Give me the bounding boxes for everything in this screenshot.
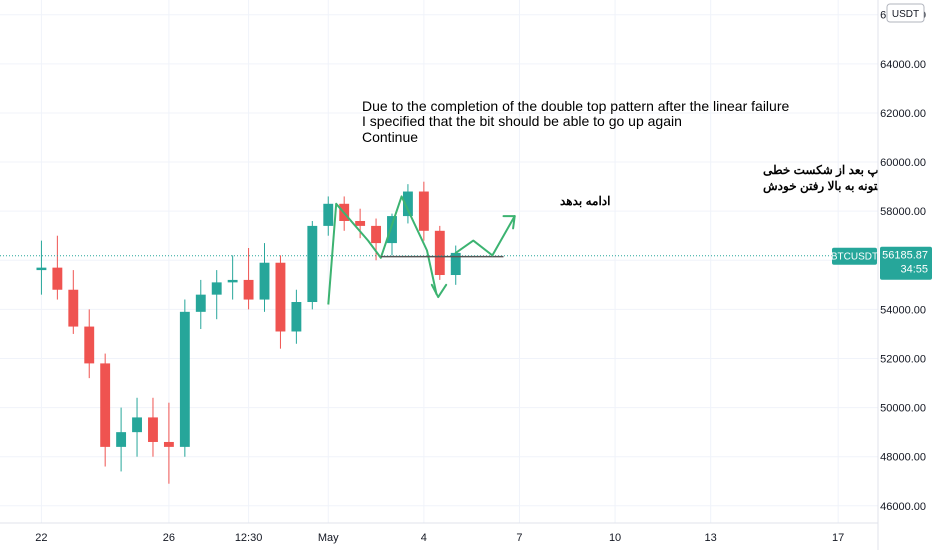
- symbol-tag[interactable]: BTCUSDT: [831, 247, 878, 265]
- candle-body-0: [36, 267, 47, 271]
- candle-body-14: [259, 262, 270, 300]
- annotation-arrow-0: [430, 283, 448, 299]
- annotation-arrow-2: [502, 215, 516, 230]
- candle-body-26: [450, 252, 461, 276]
- x-tick-label-6: 10: [609, 532, 621, 544]
- y-tick-label-1: 64000.00: [880, 59, 926, 71]
- symbol-label: BTCUSDT: [831, 252, 878, 263]
- currency-badge[interactable]: [886, 3, 925, 23]
- annotation-arrow-1: [454, 215, 516, 257]
- x-tick-label-1: 26: [163, 532, 175, 544]
- candle-body-25: [434, 230, 445, 276]
- persian-note-line-3: ادامه بدهد: [560, 194, 610, 208]
- x-tick-label-0: 22: [35, 532, 47, 544]
- candle-body-5: [116, 432, 127, 447]
- candle-body-11: [211, 282, 222, 295]
- annotation-drawings: [327, 195, 516, 305]
- y-tick-label-8: 50000.00: [880, 403, 926, 415]
- x-tick-label-7: 13: [705, 532, 717, 544]
- candle-body-10: [195, 294, 206, 312]
- candle-body-23: [402, 191, 413, 217]
- y-tick-label-3: 60000.00: [880, 157, 926, 169]
- y-tick-label-2: 62000.00: [880, 108, 926, 120]
- candle-body-24: [418, 191, 429, 231]
- candle-countdown: 34:55: [900, 264, 928, 276]
- x-tick-labels: 22 26 12:30 May 4 7 10 13 17: [35, 532, 844, 544]
- english-note: Due to the completion of the double top …: [362, 98, 789, 145]
- y-tick-label-9: 48000.00: [880, 452, 926, 464]
- candle-body-9: [179, 311, 190, 447]
- english-note-line-2: I specified that the bit should be able …: [362, 113, 682, 129]
- last-price-value: 56185.87: [882, 250, 928, 262]
- y-tick-label-7: 52000.00: [880, 353, 926, 365]
- candle-body-6: [132, 417, 142, 433]
- symbol-tag-background: [832, 247, 877, 265]
- candle-body-8: [163, 441, 174, 447]
- candle-body-21: [371, 225, 381, 244]
- candles: [36, 181, 461, 484]
- currency-label: USDT: [892, 9, 919, 20]
- candle-body-3: [84, 326, 95, 364]
- x-tick-label-8: 17: [832, 532, 844, 544]
- x-tick-label-2: 12:30: [235, 532, 263, 544]
- english-note-line-3: Continue: [362, 129, 418, 145]
- english-note-line-1: Due to the completion of the double top …: [362, 98, 789, 114]
- annotation-line-0: [327, 195, 438, 305]
- candle-body-17: [307, 225, 318, 303]
- candle-body-16: [291, 302, 302, 332]
- x-tick-label-3: May: [318, 532, 339, 544]
- candle-body-20: [355, 220, 366, 226]
- candle-body-1: [52, 267, 63, 290]
- y-tick-label-4: 58000.00: [880, 206, 926, 218]
- candle-body-12: [227, 279, 238, 283]
- x-tick-label-5: 7: [516, 532, 522, 544]
- candle-body-13: [243, 279, 254, 300]
- y-tick-label-10: 46000.00: [880, 501, 926, 513]
- x-tick-label-4: 4: [421, 532, 427, 544]
- candle-body-18: [323, 203, 334, 226]
- candle-body-7: [148, 417, 158, 442]
- candle-body-2: [68, 289, 79, 327]
- time-axis[interactable]: 22 26 12:30 May 4 7 10 13 17: [0, 522, 878, 544]
- candle-body-15: [275, 262, 286, 332]
- y-tick-label-6: 54000.00: [880, 304, 926, 316]
- candle-body-4: [100, 363, 111, 447]
- candle-body-22: [387, 216, 397, 244]
- last-price-tag: [880, 246, 932, 280]
- price-axis[interactable]: 66000.0064000.0062000.0060000.0058000.00…: [877, 0, 932, 550]
